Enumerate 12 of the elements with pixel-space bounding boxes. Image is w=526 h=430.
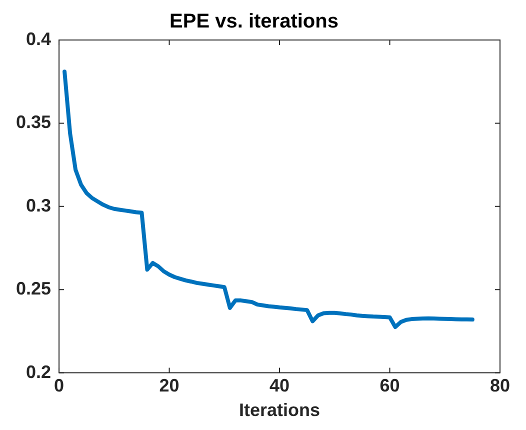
y-tick-label: 0.4	[26, 28, 52, 49]
chart-title: EPE vs. iterations	[170, 10, 338, 33]
y-tick-label: 0.2	[26, 362, 52, 382]
x-tick-label: 60	[380, 376, 400, 396]
y-tick-label: 0.3	[26, 195, 52, 216]
x-tick-label: 0	[54, 376, 64, 396]
x-tick-label: 20	[159, 376, 180, 396]
x-axis-title: Iterations	[239, 400, 320, 420]
x-tick-label: 40	[270, 376, 290, 396]
y-tick-label: 0.25	[16, 278, 52, 299]
x-tick-label: 80	[490, 376, 510, 396]
y-tick-label: 0.35	[16, 112, 52, 132]
